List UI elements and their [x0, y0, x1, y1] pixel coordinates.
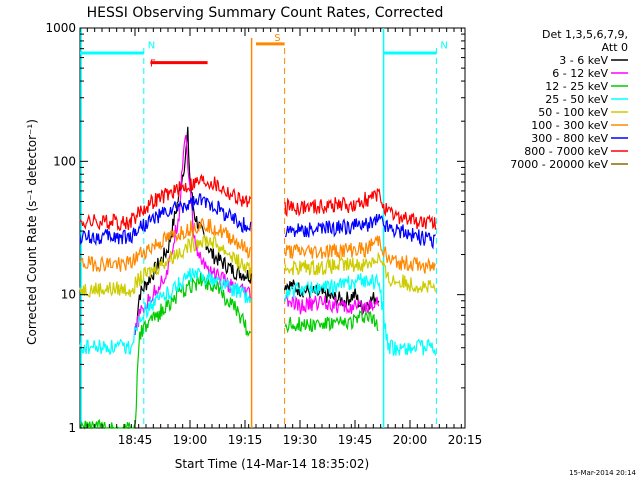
- series-line-2-0: [79, 272, 252, 430]
- series-line-7-1: [284, 188, 437, 230]
- footer-date: 15-Mar-2014 20:14: [569, 469, 636, 477]
- legend-entry-0: 3 - 6 keV: [559, 54, 608, 67]
- x-axis-label: Start Time (14-Mar-14 18:35:02): [175, 457, 369, 471]
- legend-entry-8: 7000 - 20000 keV: [510, 158, 608, 171]
- series-line-6-0: [79, 193, 252, 247]
- series-line-5-1: [284, 235, 436, 274]
- x-tick-label-1: 19:00: [173, 433, 208, 447]
- x-tick-label-2: 19:15: [228, 433, 263, 447]
- series-line-2-1: [284, 309, 379, 334]
- legend-entry-7: 800 - 7000 keV: [524, 145, 608, 158]
- legend-entry-5: 100 - 300 keV: [531, 119, 608, 132]
- legend-entry-2: 12 - 25 keV: [545, 80, 608, 93]
- legend-entry-6: 300 - 800 keV: [531, 132, 608, 145]
- chart-title: HESSI Observing Summary Count Rates, Cor…: [87, 5, 444, 21]
- marker-label-0: N: [148, 41, 155, 52]
- series-line-3-1: [284, 273, 437, 356]
- series-line-3-0: [79, 267, 252, 355]
- series-line-4-1: [284, 251, 437, 294]
- y-axis-label: Corrected Count Rate (s⁻¹ detector⁻¹): [25, 119, 39, 345]
- marker-label-1: N: [440, 41, 447, 52]
- series-line-5-0: [79, 217, 252, 273]
- x-tick-label-5: 20:00: [393, 433, 428, 447]
- y-tick-label-2: 100: [53, 154, 76, 168]
- legend-header-1: Att 0: [602, 41, 628, 54]
- legend-entry-1: 6 - 12 keV: [552, 67, 608, 80]
- plot-frame: [79, 27, 466, 429]
- series-line-6-1: [284, 213, 436, 250]
- x-tick-label-0: 18:45: [118, 433, 153, 447]
- legend-entry-3: 25 - 50 keV: [545, 93, 608, 106]
- series-line-1-1: [284, 294, 380, 316]
- series-line-7-0: [79, 173, 252, 231]
- y-tick-label-1: 10: [61, 288, 76, 302]
- y-tick-label-3: 1000: [45, 21, 76, 35]
- legend-header-0: Det 1,3,5,6,7,9,: [542, 28, 628, 41]
- marker-label-2: S: [274, 33, 280, 44]
- y-tick-label-0: 1: [68, 421, 76, 435]
- legend-entry-4: 50 - 100 keV: [538, 106, 608, 119]
- x-tick-label-3: 19:30: [283, 433, 318, 447]
- x-tick-label-4: 19:45: [338, 433, 373, 447]
- series-line-4-0: [79, 233, 252, 299]
- x-tick-label-6: 20:15: [448, 433, 483, 447]
